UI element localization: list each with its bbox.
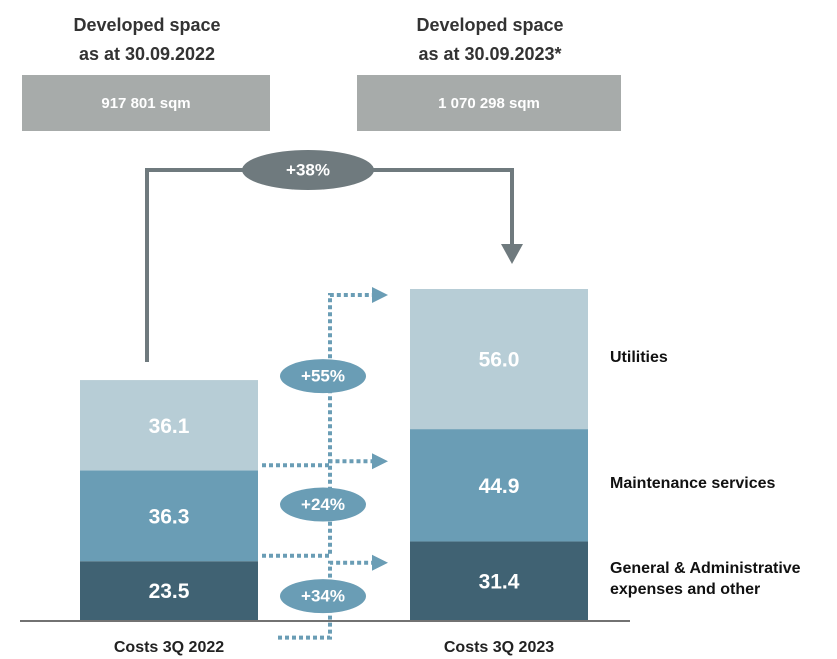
bar-segment [410, 289, 588, 430]
bar-segment [80, 561, 258, 620]
space-header: as at 30.09.2022 [79, 44, 215, 64]
bar-segment [80, 470, 258, 562]
change-label: +55% [301, 367, 345, 386]
change-label: +38% [286, 160, 330, 179]
change-label: +34% [301, 587, 345, 606]
arrow-head [372, 554, 388, 571]
change-label: +24% [301, 495, 345, 514]
value-label: 23.5 [149, 580, 190, 603]
legend-label: Utilities [610, 348, 668, 366]
value-label: 36.1 [149, 415, 190, 438]
space-box [357, 75, 621, 131]
space-value: 917 801 sqm [101, 95, 190, 112]
value-label: 36.3 [149, 505, 190, 528]
space-value: 1 070 298 sqm [438, 95, 540, 112]
arrow-head [501, 244, 523, 264]
value-label: 31.4 [479, 570, 520, 593]
x-tick-label: Costs 3Q 2023 [444, 639, 554, 656]
x-tick-label: Costs 3Q 2022 [114, 639, 224, 656]
bar-segment [410, 429, 588, 542]
value-label: 44.9 [479, 475, 520, 498]
change-badge [242, 150, 374, 190]
change-arrow [278, 560, 372, 640]
change-badge [280, 579, 366, 614]
space-header: Developed space [416, 15, 563, 35]
arrow-head [372, 287, 388, 304]
change-arrow [262, 293, 372, 468]
bar-segment [80, 380, 258, 471]
bar-segment [410, 541, 588, 620]
change-badge [280, 359, 366, 394]
space-box [22, 75, 270, 131]
space-header: Developed space [73, 15, 220, 35]
value-label: 56.0 [479, 349, 520, 372]
legend-label: Maintenance services [610, 474, 776, 492]
arrow-head [372, 453, 388, 470]
legend-label: General & Administrative expenses and ot… [610, 559, 801, 598]
space-header: as at 30.09.2023* [418, 44, 561, 64]
change-badge [280, 487, 366, 522]
